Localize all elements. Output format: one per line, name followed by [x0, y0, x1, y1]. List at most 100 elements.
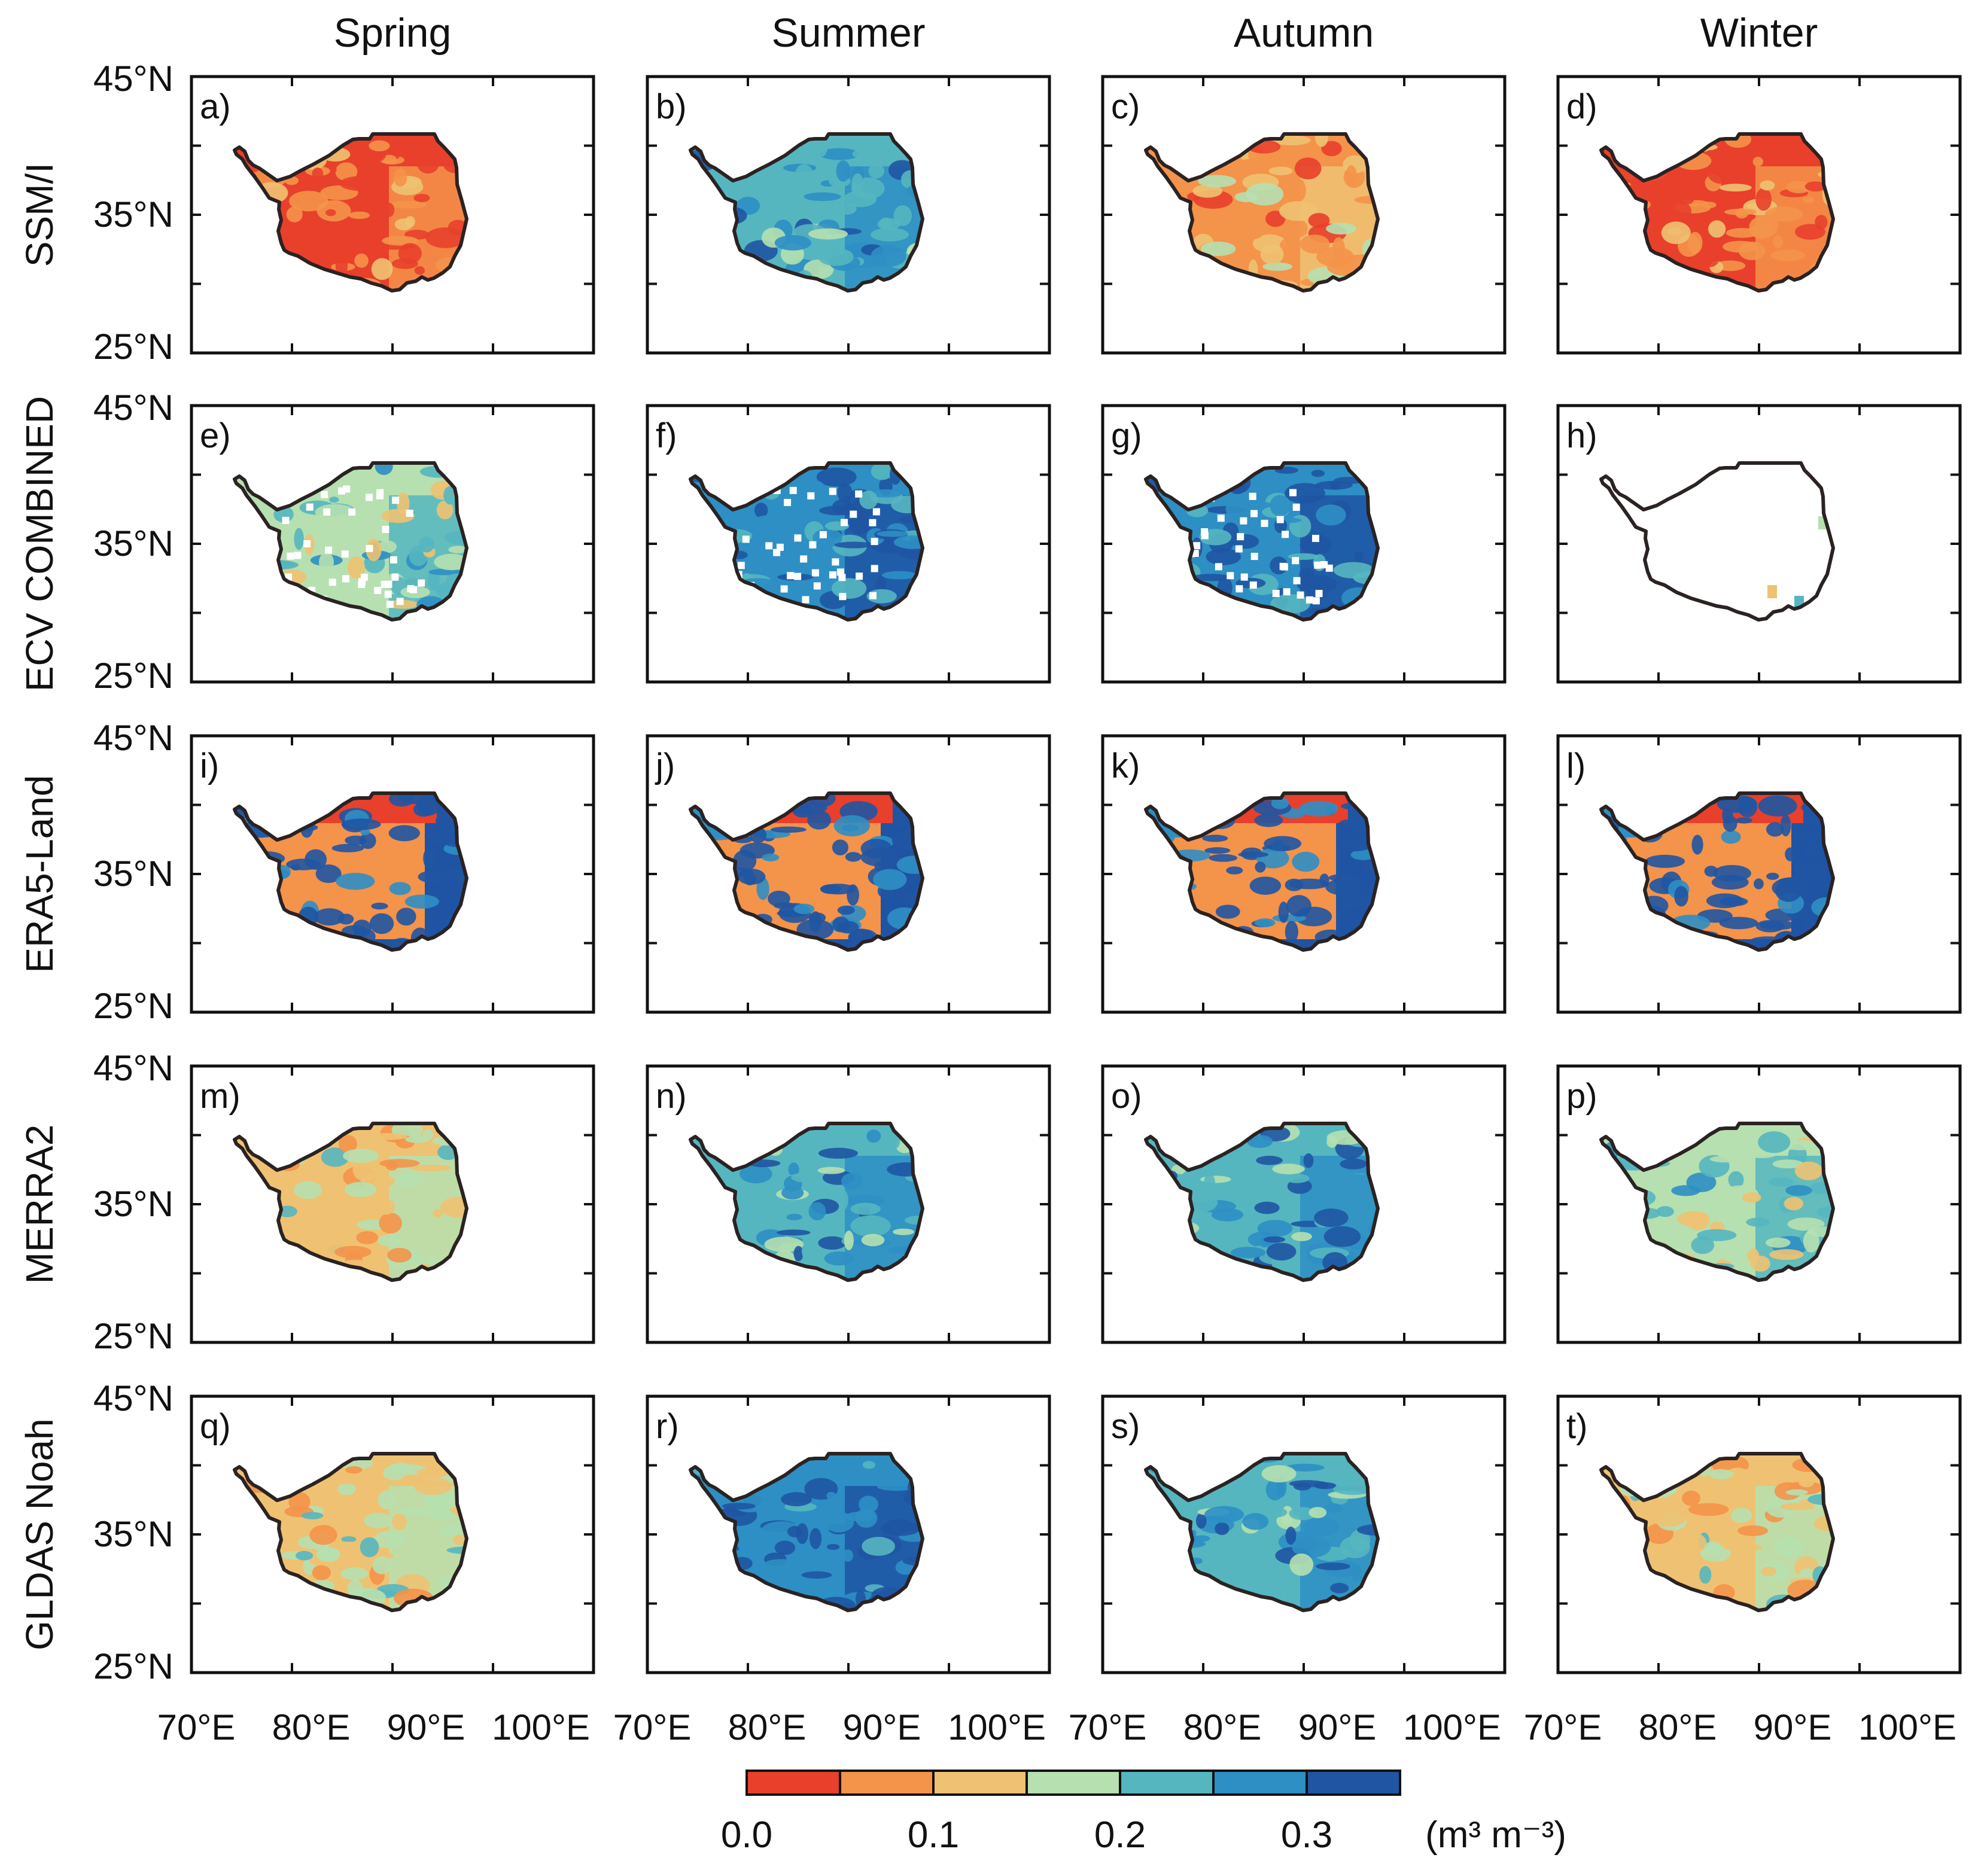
column-title-autumn: Autumn [1234, 10, 1374, 56]
field-patch [862, 1537, 895, 1556]
field-patch [434, 553, 467, 571]
missing-data-cell [1217, 514, 1225, 522]
plateau-boundary [1599, 791, 1835, 952]
field-patch [1238, 851, 1269, 858]
field-patch [834, 541, 874, 549]
field-patch [286, 858, 321, 870]
field-patch [860, 848, 900, 867]
missing-data-cell [1293, 577, 1301, 584]
panel-t: t) [1556, 1394, 1962, 1674]
field-patch [1802, 840, 1818, 859]
field-patch [334, 1245, 372, 1259]
field-patch [1297, 574, 1337, 594]
panel-o: o) [1101, 1064, 1507, 1344]
field-patch [868, 163, 884, 179]
field-patch [337, 1483, 357, 1496]
field-patch [880, 1521, 920, 1536]
field-patch [397, 492, 410, 514]
field-patch [1761, 1566, 1777, 1577]
plateau-boundary [689, 132, 924, 293]
missing-data-cell [321, 491, 328, 498]
field-patch [359, 832, 376, 849]
plateau-boundary [1144, 791, 1380, 952]
field-patch [877, 531, 908, 537]
field-patch [893, 1228, 915, 1235]
missing-data-cell [323, 508, 331, 516]
field-patch [781, 1492, 812, 1507]
field-patch [1713, 864, 1751, 882]
field-patch [791, 1172, 823, 1183]
field-patch [1323, 1226, 1361, 1247]
field-patch [1785, 1184, 1812, 1196]
field-patch [754, 502, 768, 518]
field-patch [416, 153, 440, 174]
field-patch [1663, 200, 1691, 222]
field-patch [341, 1536, 357, 1543]
lat-tick-label: 25°N [93, 986, 174, 1026]
field-patch [893, 205, 912, 226]
field-patch [1697, 1229, 1737, 1241]
missing-data-cell [794, 572, 802, 580]
lat-tick-label: 25°N [93, 327, 174, 367]
lon-tick-label: 90°E [843, 1707, 921, 1747]
missing-data-cell [838, 574, 846, 581]
field-patch [301, 1512, 324, 1519]
missing-data-cell [794, 534, 802, 542]
field-patch [1270, 594, 1310, 614]
field-patch [317, 1546, 337, 1562]
field-patch [1285, 1174, 1310, 1183]
field-patch [430, 1511, 457, 1521]
plateau-boundary [1144, 1452, 1380, 1612]
missing-data-cell [780, 585, 788, 593]
panel-f: f) [646, 404, 1051, 684]
missing-data-cell [1240, 573, 1248, 581]
missing-data-cell [1201, 528, 1209, 535]
field-patch [414, 266, 425, 275]
panel-m: m) [190, 1064, 595, 1344]
field-patch [341, 818, 381, 830]
panel-s: s) [1101, 1394, 1507, 1674]
field-patch [1798, 1473, 1815, 1488]
field-patch [838, 203, 857, 215]
panel-i: i) [190, 734, 595, 1014]
panel-frame [1556, 404, 1962, 684]
field-patch [1728, 1171, 1744, 1189]
field-patch [404, 1135, 430, 1143]
missing-data-cell [348, 508, 356, 516]
field-patch [452, 1534, 467, 1545]
panel-d: d) [1556, 75, 1962, 355]
field-patch [1785, 1489, 1808, 1496]
field-patch [1285, 1463, 1325, 1472]
field-patch [1255, 918, 1276, 927]
field-patch [774, 1540, 796, 1555]
field-patch [1303, 1517, 1340, 1537]
field-patch [1804, 181, 1826, 192]
field-patch [722, 1503, 756, 1510]
field-patch [804, 192, 841, 202]
field-patch [1755, 919, 1785, 933]
lat-tick-label: 45°N [93, 59, 174, 99]
plateau-boundary [689, 1122, 924, 1282]
field-patch [1321, 141, 1342, 157]
field-patch [1803, 913, 1813, 931]
field-patch [1702, 202, 1717, 209]
plateau-boundary [689, 791, 924, 952]
field-patch [826, 1491, 836, 1500]
lat-tick-label: 45°N [93, 1378, 174, 1418]
missing-data-cell [789, 486, 797, 494]
field-patch [808, 1202, 826, 1221]
field-patch [1270, 495, 1291, 517]
field-patch [1256, 1156, 1283, 1165]
field-patch [1706, 893, 1743, 909]
field-patch [866, 1129, 881, 1143]
field-patch [387, 1247, 412, 1263]
field-patch [1345, 165, 1358, 188]
field-patch [818, 1147, 858, 1159]
field-patch [816, 136, 828, 157]
panel-e: e) [190, 404, 595, 684]
missing-data-cell [800, 555, 808, 563]
field-patch [1770, 249, 1806, 261]
field-patch [845, 852, 862, 862]
lon-tick-label: 80°E [1639, 1707, 1717, 1747]
lon-tick-label: 100°E [1858, 1707, 1956, 1747]
